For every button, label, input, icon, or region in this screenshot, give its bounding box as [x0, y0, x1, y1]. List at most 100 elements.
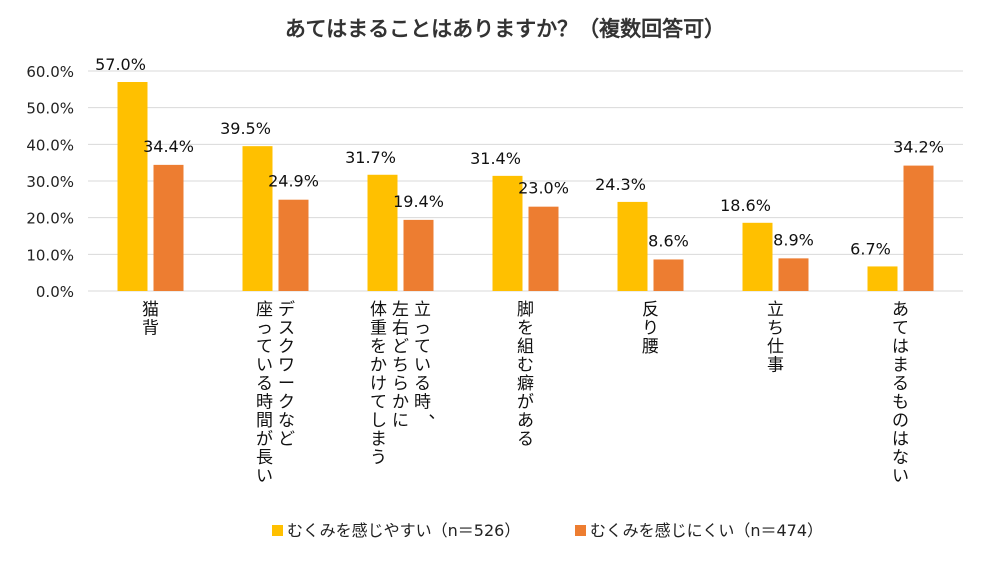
- category-char: は: [892, 337, 909, 357]
- data-label: 39.5%: [220, 119, 271, 138]
- category-char: 仕: [767, 337, 784, 357]
- y-axis: 0.0% 10.0% 20.0% 30.0% 40.0% 50.0% 60.0%: [26, 63, 74, 301]
- bar-series-2: [653, 259, 684, 291]
- y-tick-label: 0.0%: [36, 283, 74, 301]
- category-labels: 猫背デスクワークなど座っている時間が長い立っている時、左右どちらかに体重をかけて…: [142, 299, 909, 487]
- category-char: 脚: [517, 300, 534, 320]
- category-char: い: [256, 356, 273, 376]
- data-label: 24.9%: [268, 172, 319, 191]
- category-char: い: [256, 467, 273, 487]
- data-label: 34.2%: [893, 138, 944, 157]
- data-label: 19.4%: [393, 192, 444, 211]
- bar-series-1: [867, 266, 898, 291]
- category-char: て: [892, 319, 909, 339]
- data-label: 18.6%: [720, 196, 771, 215]
- category-label: 猫背: [142, 300, 159, 339]
- category-char: の: [892, 411, 909, 431]
- category-label-line: 左右どちらかに: [392, 300, 409, 431]
- category-char: て: [414, 337, 431, 357]
- category-char: を: [517, 319, 534, 339]
- category-label-line: 立ち仕事: [767, 300, 784, 376]
- y-tick-label: 30.0%: [26, 173, 74, 191]
- category-label-line: 座っている時間が長い: [256, 300, 273, 487]
- y-tick-label: 60.0%: [26, 63, 74, 81]
- category-char: あ: [517, 411, 534, 431]
- y-tick-label: 50.0%: [26, 100, 74, 118]
- category-char: ら: [392, 374, 409, 394]
- category-char: ー: [278, 374, 295, 394]
- category-char: っ: [256, 319, 273, 339]
- bar-series-1: [117, 82, 148, 291]
- category-char: 体: [370, 300, 387, 320]
- category-char: る: [414, 374, 431, 394]
- category-char: し: [370, 411, 387, 431]
- bar-series-1: [242, 146, 273, 291]
- category-char: て: [256, 337, 273, 357]
- legend: むくみを感じやすい（n＝526） むくみを感じにくい（n＝474）: [272, 521, 823, 540]
- category-char: り: [642, 319, 659, 339]
- legend-label: むくみを感じにくい（n＝474）: [590, 521, 823, 540]
- category-char: ま: [892, 356, 909, 376]
- category-char: 腰: [642, 337, 659, 357]
- category-char: っ: [414, 319, 431, 339]
- legend-swatch: [272, 525, 283, 536]
- category-label-line: 反り腰: [642, 300, 659, 357]
- bar-series-2: [278, 199, 309, 291]
- legend-swatch: [575, 525, 586, 536]
- category-char: 座: [256, 300, 273, 320]
- category-char: て: [370, 393, 387, 413]
- category-char: を: [370, 337, 387, 357]
- data-labels: 57.0% 34.4% 39.5% 24.9% 31.7% 19.4% 31.4% 23.0%…: [95, 55, 944, 258]
- category-char: ワ: [278, 356, 295, 376]
- category-char: か: [370, 356, 387, 376]
- category-label-line: 脚を組む癖がある: [517, 300, 534, 450]
- category-char: る: [256, 374, 273, 394]
- category-char: ク: [278, 337, 295, 357]
- data-label: 34.4%: [143, 137, 194, 156]
- data-label: 23.0%: [518, 179, 569, 198]
- category-char: な: [892, 448, 909, 468]
- bar-series-2: [778, 258, 809, 291]
- category-char: け: [370, 374, 387, 394]
- data-label: 8.6%: [648, 231, 689, 250]
- category-char: が: [256, 430, 273, 450]
- category-char: う: [370, 448, 387, 468]
- bar-series-2: [153, 164, 184, 291]
- category-label: 反り腰: [642, 300, 659, 357]
- category-char: 組: [517, 337, 534, 357]
- category-char: ス: [278, 319, 295, 339]
- category-char: る: [517, 430, 534, 450]
- category-label-line: 体重をかけてしまう: [370, 300, 387, 468]
- data-label: 31.7%: [345, 148, 396, 167]
- bar-series-1: [617, 201, 648, 291]
- category-char: ま: [370, 430, 387, 450]
- category-char: 左: [392, 300, 409, 320]
- category-char: ど: [392, 337, 409, 357]
- category-char: 癖: [517, 374, 534, 394]
- category-label-line: あてはまるものはない: [892, 300, 909, 487]
- category-char: い: [892, 467, 909, 487]
- category-char: 重: [370, 319, 387, 339]
- category-char: 右: [392, 319, 409, 339]
- category-label: 脚を組む癖がある: [517, 300, 534, 450]
- bars: [117, 82, 934, 291]
- bar-series-1: [492, 175, 523, 291]
- category-char: が: [517, 393, 534, 413]
- category-char: ク: [278, 393, 295, 413]
- category-char: 事: [767, 356, 784, 376]
- category-char: は: [892, 430, 909, 450]
- bar-series-2: [403, 219, 434, 291]
- category-char: か: [392, 393, 409, 413]
- category-char: デ: [278, 299, 295, 320]
- data-label: 24.3%: [595, 175, 646, 194]
- category-char: も: [892, 393, 909, 413]
- category-char: 猫: [142, 300, 159, 320]
- bar-series-1: [367, 174, 398, 291]
- category-char: 立: [767, 300, 784, 320]
- category-label-line: 立っている時、: [414, 300, 446, 423]
- category-char: 長: [256, 448, 273, 468]
- category-char: 時: [256, 393, 273, 413]
- category-char: 間: [256, 411, 273, 431]
- category-char: に: [392, 411, 409, 431]
